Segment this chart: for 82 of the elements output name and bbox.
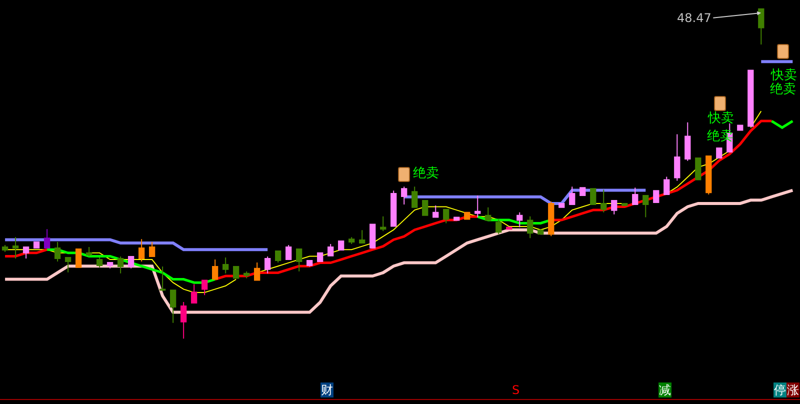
candlestick: [548, 200, 554, 237]
candlestick: [317, 252, 324, 262]
candlestick: [233, 266, 240, 279]
candlestick: [64, 257, 72, 273]
candlestick: [464, 212, 470, 220]
candlestick: [706, 155, 712, 196]
candlestick: [422, 200, 428, 216]
candlestick: [44, 228, 50, 248]
text: 减: [659, 383, 671, 397]
candlestick: [128, 256, 134, 269]
candlestick: [390, 190, 397, 227]
text: 涨: [787, 383, 799, 397]
candlestick: [244, 270, 250, 279]
candlestick: [632, 187, 638, 205]
candlestick: [380, 216, 386, 232]
text: 停: [774, 383, 786, 397]
candlestick: [170, 290, 176, 324]
candlestick: [642, 195, 649, 218]
candlestick: [674, 134, 680, 182]
candlestick: [138, 238, 145, 262]
candlestick: [328, 244, 334, 256]
candlestick: [306, 260, 313, 267]
annotation: 快卖: [707, 111, 734, 126]
candlestick: [653, 190, 660, 203]
candlestick: [569, 186, 576, 205]
candlestick: [412, 186, 418, 208]
candlestick: [106, 262, 114, 269]
candlestick: [202, 280, 208, 296]
candlestick: [117, 256, 124, 274]
candlestick: [580, 187, 586, 196]
candlestick: [12, 236, 19, 260]
candlestick: [275, 250, 282, 263]
candlestick: [86, 246, 92, 258]
candlestick: [622, 202, 628, 206]
candlestick: [695, 157, 702, 180]
candlestick: [296, 248, 302, 272]
candlestick: [159, 266, 166, 292]
candlestick: [506, 226, 512, 230]
candlestick: [180, 302, 187, 340]
candlestick: [2, 244, 8, 252]
annotation: 48.47: [677, 11, 712, 25]
annotation: 绝卖: [413, 166, 439, 181]
candlestick: [22, 246, 30, 260]
candlestick: [190, 284, 198, 304]
candlestick: [348, 236, 355, 245]
candlestick: [254, 262, 260, 281]
candlestick: [611, 200, 618, 215]
candlestick: [474, 195, 481, 218]
candlestick: [538, 230, 544, 235]
candlestick: [75, 248, 82, 268]
candlestick: [716, 148, 722, 158]
annotation: 快卖: [770, 68, 797, 83]
candlestick: [148, 242, 156, 258]
candlestick: [496, 218, 502, 235]
candlestick: [527, 216, 534, 239]
candlestick: [432, 204, 439, 218]
candlestick: [664, 176, 670, 196]
candlestick: [737, 124, 744, 131]
annotation: 绝卖: [770, 82, 796, 97]
candlestick: [758, 8, 764, 46]
text: 财: [321, 383, 333, 397]
candlestick: [454, 216, 460, 221]
candlestick: [370, 224, 376, 248]
candlestick: [286, 244, 292, 260]
candlestick: [54, 242, 61, 262]
candlestick: [485, 206, 492, 221]
candlestick: [600, 189, 607, 213]
candlestick: [684, 122, 691, 162]
candlestick: [96, 257, 103, 268]
candlestick: [443, 208, 450, 224]
candlestick: [558, 202, 565, 208]
candlestick: [590, 188, 596, 205]
candlestick: [338, 240, 344, 250]
candlestick: [222, 257, 229, 274]
candlestick: [748, 70, 754, 127]
candlestick: [401, 186, 408, 205]
text: S: [512, 383, 520, 397]
candlestick: [516, 212, 523, 228]
candlestick: [264, 256, 271, 274]
candlestick: [212, 259, 218, 280]
candlestick: [359, 230, 366, 244]
candlestick: [33, 242, 40, 248]
